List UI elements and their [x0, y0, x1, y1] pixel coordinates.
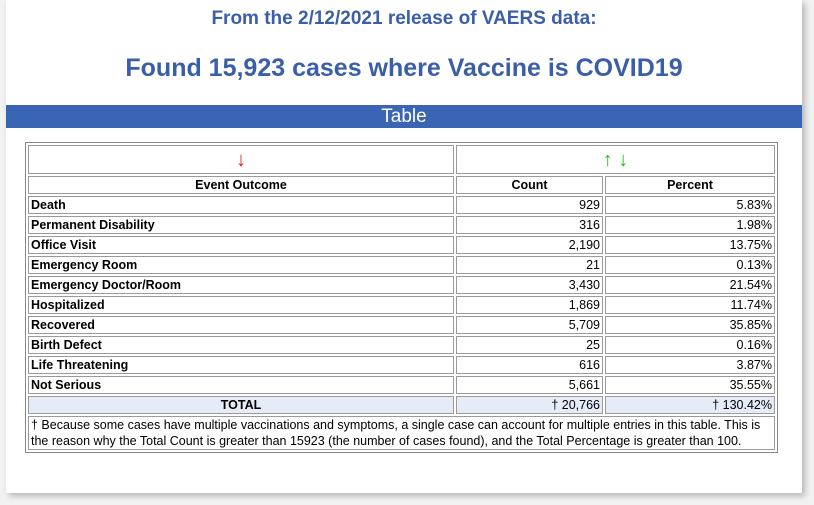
row-outcome: Life Threatening	[28, 356, 454, 374]
table-row: Emergency Doctor/Room 3,430 21.54%	[28, 276, 775, 294]
table-row: Office Visit 2,190 13.75%	[28, 236, 775, 254]
col-header-percent: Percent	[605, 176, 775, 194]
row-count: 2,190	[456, 236, 603, 254]
row-percent: 0.13%	[605, 256, 775, 274]
total-percent: † 130.42%	[605, 396, 775, 414]
table-row: Recovered 5,709 35.85%	[28, 316, 775, 334]
row-count: 21	[456, 256, 603, 274]
total-label: TOTAL	[28, 396, 454, 414]
page-frame: From the 2/12/2021 release of VAERS data…	[6, 0, 802, 493]
footnote: † Because some cases have multiple vacci…	[28, 416, 775, 450]
row-percent: 13.75%	[605, 236, 775, 254]
sort-row: ↓ ↑ ↓	[28, 145, 775, 174]
row-outcome: Emergency Doctor/Room	[28, 276, 454, 294]
total-row: TOTAL † 20,766 † 130.42%	[28, 396, 775, 414]
table-row: Birth Defect 25 0.16%	[28, 336, 775, 354]
row-count: 929	[456, 196, 603, 214]
row-count: 1,869	[456, 296, 603, 314]
table-row: Death 929 5.83%	[28, 196, 775, 214]
sort-down-arrow-icon[interactable]: ↓	[618, 148, 629, 171]
table-row: Hospitalized 1,869 11.74%	[28, 296, 775, 314]
table-row: Permanent Disability 316 1.98%	[28, 216, 775, 234]
row-percent: 11.74%	[605, 296, 775, 314]
row-outcome: Permanent Disability	[28, 216, 454, 234]
outcome-sort-cell[interactable]: ↓	[28, 145, 454, 174]
table-row: Life Threatening 616 3.87%	[28, 356, 775, 374]
row-percent: 0.16%	[605, 336, 775, 354]
sort-up-arrow-icon[interactable]: ↑	[602, 148, 613, 171]
row-count: 3,430	[456, 276, 603, 294]
row-percent: 35.55%	[605, 376, 775, 394]
row-percent: 35.85%	[605, 316, 775, 334]
table-title-bar: Table	[6, 105, 802, 128]
table-row: Not Serious 5,661 35.55%	[28, 376, 775, 394]
col-header-outcome: Event Outcome	[28, 176, 454, 194]
release-heading: From the 2/12/2021 release of VAERS data…	[211, 8, 597, 29]
total-count: † 20,766	[456, 396, 603, 414]
row-count: 5,709	[456, 316, 603, 334]
row-outcome: Death	[28, 196, 454, 214]
row-outcome: Recovered	[28, 316, 454, 334]
header-row: Event Outcome Count Percent	[28, 176, 775, 194]
sort-down-arrow-icon[interactable]: ↓	[236, 148, 246, 171]
row-percent: 5.83%	[605, 196, 775, 214]
results-table: ↓ ↑ ↓ Event Outcome Count Percent Death 9…	[25, 142, 778, 453]
row-count: 5,661	[456, 376, 603, 394]
row-outcome: Birth Defect	[28, 336, 454, 354]
col-header-count: Count	[456, 176, 603, 194]
row-outcome: Emergency Room	[28, 256, 454, 274]
row-outcome: Office Visit	[28, 236, 454, 254]
row-percent: 21.54%	[605, 276, 775, 294]
table-row: Emergency Room 21 0.13%	[28, 256, 775, 274]
count-sort-cell[interactable]: ↑ ↓	[456, 145, 775, 174]
row-count: 25	[456, 336, 603, 354]
row-outcome: Hospitalized	[28, 296, 454, 314]
row-percent: 3.87%	[605, 356, 775, 374]
footnote-row: † Because some cases have multiple vacci…	[28, 416, 775, 450]
row-percent: 1.98%	[605, 216, 775, 234]
row-count: 616	[456, 356, 603, 374]
found-heading: Found 15,923 cases where Vaccine is COVI…	[125, 54, 683, 82]
row-count: 316	[456, 216, 603, 234]
row-outcome: Not Serious	[28, 376, 454, 394]
